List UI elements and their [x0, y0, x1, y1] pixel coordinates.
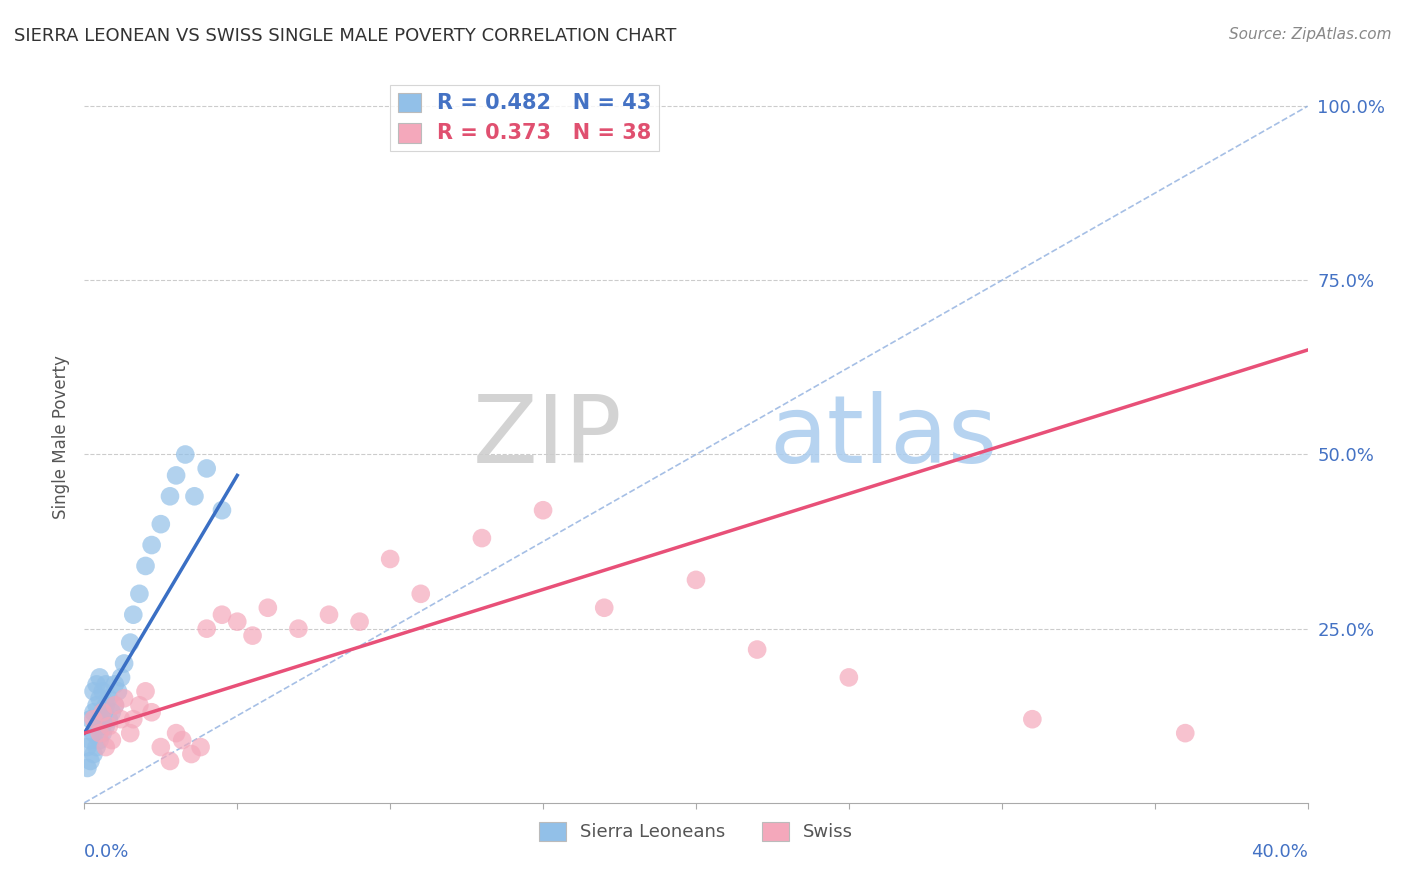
Point — [195, 461, 218, 475]
Point — [349, 615, 371, 629]
Y-axis label: Single Male Poverty: Single Male Poverty — [52, 355, 70, 519]
Point — [107, 684, 129, 698]
Point — [287, 622, 309, 636]
Point — [86, 677, 108, 691]
Point — [104, 698, 127, 713]
Point — [409, 587, 432, 601]
Point — [86, 698, 108, 713]
Point — [318, 607, 340, 622]
Point — [91, 705, 114, 719]
Point — [97, 691, 120, 706]
Text: SIERRA LEONEAN VS SWISS SINGLE MALE POVERTY CORRELATION CHART: SIERRA LEONEAN VS SWISS SINGLE MALE POVE… — [14, 27, 676, 45]
Point — [91, 684, 114, 698]
Point — [83, 705, 105, 719]
Point — [94, 677, 117, 691]
Point — [149, 740, 172, 755]
Point — [1174, 726, 1197, 740]
Text: Source: ZipAtlas.com: Source: ZipAtlas.com — [1229, 27, 1392, 42]
Point — [120, 635, 142, 649]
Point — [101, 705, 124, 719]
Point — [94, 740, 117, 755]
Point — [79, 733, 101, 747]
Point — [76, 740, 98, 755]
Point — [94, 698, 117, 713]
Point — [149, 517, 172, 532]
Point — [89, 733, 111, 747]
Point — [135, 684, 157, 698]
Point — [83, 726, 105, 740]
Point — [89, 712, 111, 726]
Point — [122, 607, 145, 622]
Point — [91, 705, 114, 719]
Point — [110, 670, 132, 684]
Text: 40.0%: 40.0% — [1251, 843, 1308, 861]
Point — [685, 573, 707, 587]
Point — [104, 698, 127, 713]
Point — [101, 733, 124, 747]
Point — [174, 448, 197, 462]
Point — [1021, 712, 1043, 726]
Point — [76, 761, 98, 775]
Point — [89, 691, 111, 706]
Point — [83, 712, 105, 726]
Point — [195, 622, 218, 636]
Point — [747, 642, 769, 657]
Point — [141, 538, 163, 552]
Point — [242, 629, 264, 643]
Point — [257, 600, 280, 615]
Point — [128, 698, 150, 713]
Point — [211, 503, 233, 517]
Point — [180, 747, 202, 761]
Point — [128, 587, 150, 601]
Text: ZIP: ZIP — [472, 391, 623, 483]
Text: atlas: atlas — [769, 391, 998, 483]
Point — [79, 754, 101, 768]
Point — [86, 740, 108, 755]
Point — [97, 719, 120, 733]
Point — [79, 712, 101, 726]
Point — [183, 489, 205, 503]
Point — [159, 489, 181, 503]
Legend: Sierra Leoneans, Swiss: Sierra Leoneans, Swiss — [531, 814, 860, 848]
Point — [165, 468, 187, 483]
Point — [211, 607, 233, 622]
Text: 0.0%: 0.0% — [84, 843, 129, 861]
Point — [165, 726, 187, 740]
Point — [471, 531, 494, 545]
Point — [159, 754, 181, 768]
Point — [110, 712, 132, 726]
Point — [190, 740, 212, 755]
Point — [104, 677, 127, 691]
Point — [91, 726, 114, 740]
Point — [838, 670, 860, 684]
Point — [97, 712, 120, 726]
Point — [172, 733, 194, 747]
Point — [531, 503, 554, 517]
Point — [83, 747, 105, 761]
Point — [380, 552, 402, 566]
Point — [89, 726, 111, 740]
Point — [94, 719, 117, 733]
Point — [112, 691, 135, 706]
Point — [593, 600, 616, 615]
Point — [226, 615, 249, 629]
Point — [141, 705, 163, 719]
Point — [135, 558, 157, 573]
Point — [112, 657, 135, 671]
Point — [120, 726, 142, 740]
Point — [89, 670, 111, 684]
Point — [83, 684, 105, 698]
Point — [86, 719, 108, 733]
Point — [122, 712, 145, 726]
